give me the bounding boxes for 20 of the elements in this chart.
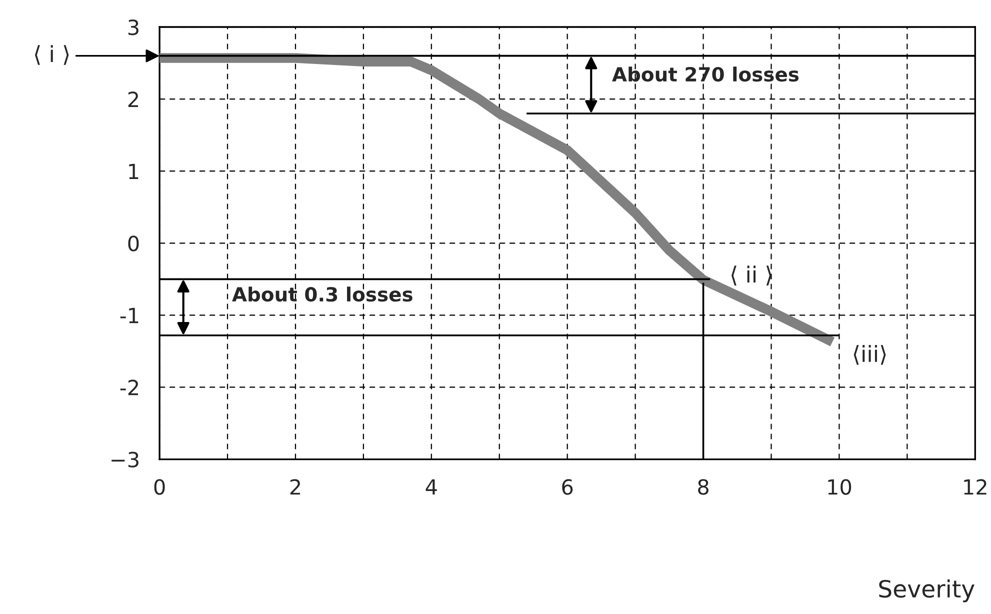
text: ⟨ i ⟩ [35, 45, 69, 65]
y-tick-label: -1 [120, 308, 138, 324]
annotation: ⟨iii⟩ [854, 344, 886, 365]
x-tick-label: 8 [698, 479, 708, 495]
y-tick-label: 1 [129, 164, 138, 180]
y-tick-label: 2 [128, 92, 138, 107]
x-tick-label: 4 [426, 479, 437, 495]
x-tick-label: 12 [964, 479, 986, 495]
annotation: About 0.3 losses [232, 286, 412, 302]
x-axis-title: Severity [879, 579, 974, 602]
y-tick-label: 3 [128, 19, 138, 36]
y-tick-label: 0 [128, 236, 139, 252]
x-tick-label: 6 [562, 479, 573, 495]
y-tick-label: -2 [120, 380, 138, 396]
x-tick-label: 2 [290, 479, 300, 495]
annotation: About 270 losses [612, 66, 799, 82]
x-tick-label: 10 [828, 479, 852, 495]
x-tick-label: 0 [154, 479, 165, 495]
annotation: ⟨ ii ⟩ [732, 266, 772, 286]
y-tick-label: −3 [112, 452, 138, 468]
